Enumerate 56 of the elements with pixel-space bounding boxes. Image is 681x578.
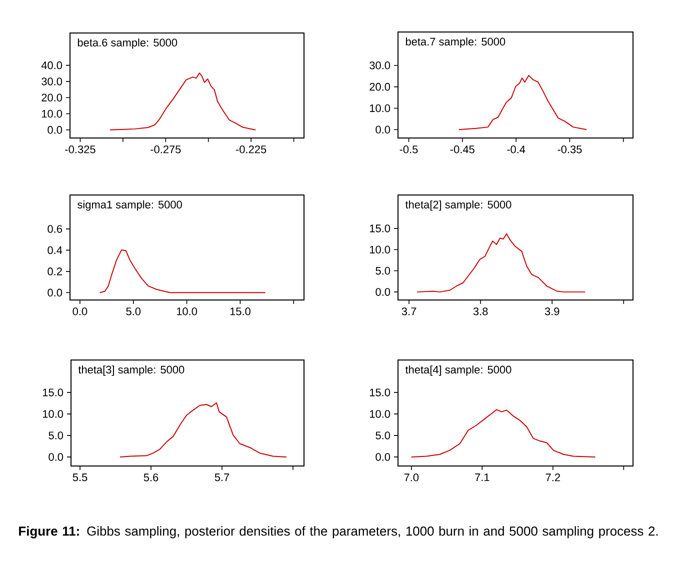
y-tick-label: 0.0 <box>376 453 390 461</box>
y-tick-label: 10.0 <box>42 410 64 418</box>
y-tick-label: 0.0 <box>376 288 390 296</box>
x-tick-label: 0.0 <box>72 308 88 316</box>
x-tick-label: 7.1 <box>475 474 490 482</box>
x-tick-label: 15.0 <box>230 308 250 316</box>
y-tick-label: 0.0 <box>48 126 62 134</box>
line-series <box>119 402 287 458</box>
line-series <box>410 409 596 458</box>
chart-title: theta[4] sample: 5000 <box>405 365 512 376</box>
text: Figure 11: Gibbs sampling, posterior densities of the parameters, 1000 burn in and 5000 sampling process 2. <box>19 526 658 538</box>
x-tick-label: -0.225 <box>236 146 266 154</box>
y-tick-label: 0.0 <box>48 453 64 461</box>
y-tick-label: 10.0 <box>370 104 390 112</box>
y-tick-label: 0.0 <box>48 288 62 297</box>
x-tick-label: 3.9 <box>544 308 560 316</box>
y-tick-label: 5.0 <box>48 432 64 440</box>
x-tick-label: -0.4 <box>507 146 526 154</box>
y-tick-label: 10.0 <box>370 246 390 254</box>
x-tick-label: 7.0 <box>404 474 419 482</box>
y-tick-label: 15.0 <box>370 388 390 396</box>
chart-title: theta[2] sample: 5000 <box>405 200 512 211</box>
chart-title: sigma1 sample: 5000 <box>78 200 182 211</box>
y-tick-label: 15.0 <box>42 388 64 396</box>
x-tick-label: -0.35 <box>558 146 582 154</box>
x-tick-label: -0.325 <box>65 146 96 154</box>
y-tick-label: 0.4 <box>48 246 62 254</box>
x-tick-label: 7.2 <box>546 474 560 482</box>
chart-title: beta.7 sample: 5000 <box>406 37 506 48</box>
y-tick-label: 15.0 <box>370 224 390 232</box>
x-tick-label: -0.5 <box>400 146 418 154</box>
x-tick-label: 5.7 <box>214 474 230 482</box>
x-tick-label: 10.0 <box>176 308 198 316</box>
y-tick-label: 5.0 <box>376 266 390 275</box>
y-tick-label: 20.0 <box>370 82 390 91</box>
y-tick-label: 0.6 <box>48 225 62 233</box>
y-tick-label: 10.0 <box>42 110 62 118</box>
x-tick-label: 3.7 <box>402 308 416 316</box>
x-tick-label: 5.0 <box>126 308 141 316</box>
y-tick-label: 5.0 <box>376 432 390 440</box>
y-tick-label: 10.0 <box>370 410 390 418</box>
x-tick-label: 5.5 <box>72 474 88 482</box>
y-tick-label: 30.0 <box>42 78 62 86</box>
x-tick-label: 5.6 <box>144 474 158 482</box>
line-series <box>109 72 256 130</box>
chart-title: theta[3] sample: 5000 <box>78 365 184 376</box>
y-tick-label: 0.2 <box>48 268 62 276</box>
line-series <box>99 249 266 294</box>
y-tick-label: 20.0 <box>42 94 62 102</box>
y-tick-label: 40.0 <box>41 61 62 70</box>
chart-title: beta.6 sample: 5000 <box>78 38 178 49</box>
x-tick-label: 3.8 <box>473 308 488 316</box>
y-tick-label: 30.0 <box>370 62 390 70</box>
x-tick-label: -0.275 <box>150 146 181 154</box>
y-tick-label: 0.0 <box>376 126 390 134</box>
x-tick-label: -0.45 <box>450 146 474 154</box>
